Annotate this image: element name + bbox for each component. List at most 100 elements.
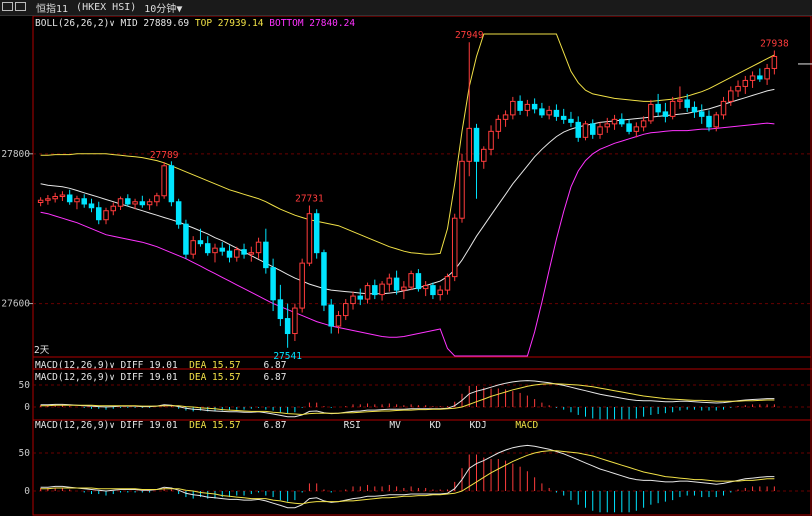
candle-body xyxy=(589,123,596,135)
candle-body xyxy=(66,194,73,203)
price-extreme-label: 27731 xyxy=(295,193,324,204)
candle-body xyxy=(88,203,95,209)
candle-body xyxy=(74,198,80,203)
macd-1-axis-label: 0 xyxy=(24,402,30,413)
candle-body xyxy=(146,201,153,206)
macd-1-axis-label: 50 xyxy=(19,380,31,391)
candle-body xyxy=(706,115,712,128)
candle xyxy=(422,281,429,297)
candle xyxy=(684,93,690,112)
main-panel-frame xyxy=(32,16,812,358)
macd-panel-2-frame xyxy=(32,419,812,516)
candle xyxy=(539,102,545,118)
candle-body xyxy=(437,289,443,296)
candle-body xyxy=(481,148,487,162)
boll-top-line xyxy=(40,33,775,255)
candle xyxy=(117,196,124,210)
candle xyxy=(655,93,661,117)
candle xyxy=(568,111,574,127)
candle xyxy=(640,116,647,132)
macd-diff-value: DIFF 19.01 xyxy=(120,360,178,371)
candle-body xyxy=(313,213,320,254)
candle-body xyxy=(45,198,51,201)
candle-body xyxy=(633,126,640,132)
candle xyxy=(175,198,182,229)
candle xyxy=(190,236,196,259)
candle-body xyxy=(735,85,741,92)
candle-body xyxy=(422,285,429,290)
candle xyxy=(728,86,734,106)
candle xyxy=(481,146,487,169)
candle xyxy=(299,258,305,313)
candle xyxy=(466,42,473,177)
candle-body xyxy=(466,127,473,162)
boll-bottom-value: BOTTOM 27840.24 xyxy=(269,18,356,29)
chart-canvas[interactable]: 27800 27600 27789 27731 27949 27541 27938 2天 50 0… xyxy=(0,16,812,516)
candle xyxy=(531,98,538,114)
candle xyxy=(720,96,727,120)
candle-body xyxy=(204,243,211,254)
price-axis-label: 27800 xyxy=(1,149,30,160)
tab-kd[interactable]: KD xyxy=(429,420,441,431)
chevron-down-icon[interactable]: ∨ xyxy=(109,373,115,383)
title-bar: 恒指11 (HKEX HSI) 10分钟▼ xyxy=(0,0,812,16)
candle xyxy=(183,219,189,259)
candle xyxy=(386,273,393,292)
candle-body xyxy=(277,299,284,320)
candle-body xyxy=(350,295,356,305)
candle-body xyxy=(539,108,545,116)
candle xyxy=(277,284,284,327)
macd-diff-value: DIFF 19.01 xyxy=(120,420,178,431)
candle xyxy=(749,71,756,88)
window-toggle[interactable] xyxy=(2,1,28,14)
candle-body xyxy=(415,273,422,290)
candle xyxy=(204,236,211,256)
candle-body xyxy=(626,123,632,132)
candle xyxy=(197,228,204,247)
candle xyxy=(270,258,276,312)
tab-rsi[interactable]: RSI xyxy=(343,420,361,431)
candle-body xyxy=(190,240,196,255)
candle-body xyxy=(59,194,66,197)
candle-body xyxy=(662,111,669,117)
period-selector[interactable]: 10分钟▼ xyxy=(144,0,182,15)
candle-body xyxy=(655,103,661,113)
days-label: 2天 xyxy=(34,345,50,356)
price-extreme-label: 27541 xyxy=(273,351,302,362)
candle xyxy=(488,125,494,156)
candle-body xyxy=(430,285,436,296)
chevron-down-icon: ▼ xyxy=(176,4,183,15)
boll-mid-line xyxy=(40,88,775,295)
window-icon xyxy=(2,1,13,11)
candle-body xyxy=(713,114,720,128)
candle xyxy=(677,86,683,109)
candle-body xyxy=(684,99,690,108)
boll-indicator[interactable]: BOLL(26,26,2) xyxy=(35,18,110,29)
candle-body xyxy=(110,205,117,212)
candle xyxy=(292,303,298,342)
macd-indicator[interactable]: MACD(12,26,9) xyxy=(35,420,110,431)
candle-body xyxy=(597,126,603,135)
macd-dea-value: DEA 15.57 xyxy=(189,372,241,383)
candle-body xyxy=(95,207,102,221)
candle xyxy=(139,195,146,208)
tab-kdj[interactable]: KDJ xyxy=(469,420,487,431)
tab-mv[interactable]: MV xyxy=(389,420,401,431)
macd-indicator[interactable]: MACD(12,26,9) xyxy=(35,372,110,383)
candle xyxy=(74,195,80,210)
candle-body xyxy=(669,100,676,117)
instrument-name[interactable]: 恒指11 xyxy=(36,4,69,15)
macd-indicator[interactable]: MACD(12,26,9) xyxy=(35,360,110,371)
candle-body xyxy=(393,277,400,291)
candle-body xyxy=(546,109,552,116)
chevron-down-icon[interactable]: ∨ xyxy=(109,361,115,371)
tab-macd[interactable]: MACD xyxy=(515,420,539,431)
price-extreme-label: 27789 xyxy=(150,150,179,161)
chevron-down-icon[interactable]: ∨ xyxy=(109,19,115,29)
candle xyxy=(154,192,160,207)
period-label: 10分钟 xyxy=(144,4,177,15)
price-extreme-label: 27949 xyxy=(455,30,484,41)
candle xyxy=(263,228,269,274)
chevron-down-icon[interactable]: ∨ xyxy=(109,421,115,431)
macd-2-dea-line xyxy=(40,450,775,505)
